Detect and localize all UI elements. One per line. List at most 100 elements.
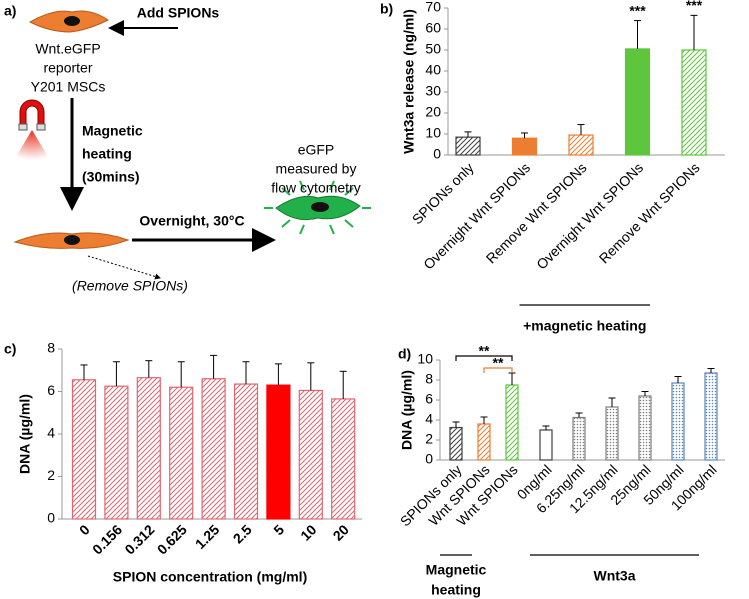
- x-tick-label: 0.312: [121, 521, 157, 557]
- add-label: Add SPIONs: [137, 5, 220, 21]
- y-tick-label: 2: [47, 467, 55, 483]
- cell-label: Wnt.eGFP: [35, 41, 100, 57]
- bar: [704, 372, 718, 461]
- y-tick-label: 30: [425, 83, 441, 99]
- error-bar: [608, 397, 616, 407]
- x-axis-label: SPION concentration (mg/ml): [113, 569, 307, 585]
- y-tick-label: 2: [425, 431, 433, 447]
- y-tick-label: 50: [425, 41, 441, 57]
- bar: [455, 136, 481, 156]
- bar: [638, 395, 652, 461]
- bar: [71, 379, 97, 520]
- bracket: [483, 367, 513, 373]
- error-bar: [464, 131, 472, 138]
- y-tick-label: 0: [433, 146, 441, 162]
- nucleus: [64, 16, 80, 26]
- y-tick-label: 70: [425, 0, 441, 15]
- x-tick-label: Remove Wnt SPIONs: [483, 159, 590, 266]
- panel-label: b): [380, 1, 393, 17]
- error-bar: [145, 360, 153, 378]
- bar: [681, 49, 707, 156]
- cell-label: Y201 MSCs: [31, 79, 106, 95]
- x-tick-label: 10: [297, 521, 319, 543]
- error-bar: [452, 421, 460, 428]
- error-bar: [575, 412, 583, 418]
- error-bar: [177, 361, 185, 388]
- y-tick-label: 8: [47, 340, 55, 356]
- panel-label: a): [4, 3, 16, 19]
- error-bar: [80, 364, 88, 380]
- x-tick-label: 1.25: [192, 521, 223, 552]
- y-tick-label: 6: [47, 382, 55, 398]
- bar: [624, 48, 651, 156]
- x-tick-label: 0: [76, 521, 93, 538]
- y-axis-label: DNA (µg/ml): [399, 370, 415, 450]
- nucleus: [311, 202, 329, 212]
- heating-label: (30mins): [82, 169, 140, 185]
- bar: [605, 406, 619, 461]
- error-bar: [210, 354, 218, 379]
- bar: [572, 416, 586, 461]
- bar: [104, 385, 129, 520]
- magnet: [19, 99, 45, 129]
- bar: [201, 378, 226, 520]
- bar: [568, 134, 594, 156]
- y-tick-label: 4: [425, 411, 433, 427]
- y-tick-label: 10: [417, 351, 433, 367]
- heating-label: heating: [82, 146, 132, 162]
- group-label: +magnetic heating: [523, 318, 646, 334]
- x-tick-label: 0.156: [89, 521, 125, 557]
- y-tick-label: 0: [425, 451, 433, 467]
- y-tick-label: 0: [47, 510, 55, 526]
- readout-label: measured by: [276, 161, 357, 177]
- dotted-arrow: [87, 255, 161, 280]
- error-bar: [508, 372, 516, 385]
- bar: [169, 386, 194, 520]
- bar: [505, 384, 519, 461]
- bar: [449, 426, 463, 461]
- group-label: Wnt3a: [594, 568, 636, 584]
- y-tick-label: 10: [425, 125, 441, 141]
- bar: [511, 137, 538, 156]
- bracket-label: **: [493, 355, 504, 371]
- bracket-label: **: [479, 343, 490, 359]
- y-tick-label: 20: [425, 104, 441, 120]
- y-tick-label: 60: [425, 20, 441, 36]
- bar: [136, 377, 161, 520]
- bar: [298, 389, 323, 520]
- y-tick-label: 4: [47, 425, 55, 441]
- x-tick-label: 20: [330, 521, 352, 543]
- bar: [477, 423, 491, 461]
- group-label: heating: [431, 582, 481, 598]
- readout-label: eGFP: [298, 142, 335, 158]
- cell-label: reporter: [43, 60, 92, 76]
- bar: [331, 398, 356, 520]
- significance: ***: [686, 0, 703, 13]
- x-tick-label: 2.5: [230, 521, 255, 546]
- error-bar: [274, 363, 282, 386]
- x-tick-label: Remove Wnt SPIONs: [596, 159, 703, 266]
- y-tick-label: 8: [425, 371, 433, 387]
- x-tick-label: 5: [270, 521, 287, 538]
- remove-label: (Remove SPIONs): [72, 278, 188, 294]
- y-axis-label: DNA (µg/ml): [17, 394, 33, 474]
- significance: ***: [629, 2, 646, 18]
- heat-field: [14, 130, 50, 160]
- x-tick-label: 0.625: [154, 521, 190, 557]
- heating-label: Magnetic: [82, 123, 143, 139]
- error-bar: [521, 132, 528, 139]
- panel-label: d): [398, 346, 411, 362]
- bar: [671, 382, 685, 461]
- error-bar: [690, 14, 698, 50]
- magnet-pole: [18, 123, 28, 131]
- error-bar: [339, 370, 347, 399]
- bar: [539, 429, 553, 461]
- error-bar: [577, 124, 585, 136]
- panel-a: a) Add SPIONs Wnt.eGFP reporter Y201 MSC…: [4, 3, 371, 294]
- y-tick-label: 40: [425, 62, 441, 78]
- error-bar: [242, 361, 250, 385]
- magnet-pole: [36, 123, 46, 131]
- error-bar: [542, 425, 550, 430]
- bar: [233, 383, 259, 520]
